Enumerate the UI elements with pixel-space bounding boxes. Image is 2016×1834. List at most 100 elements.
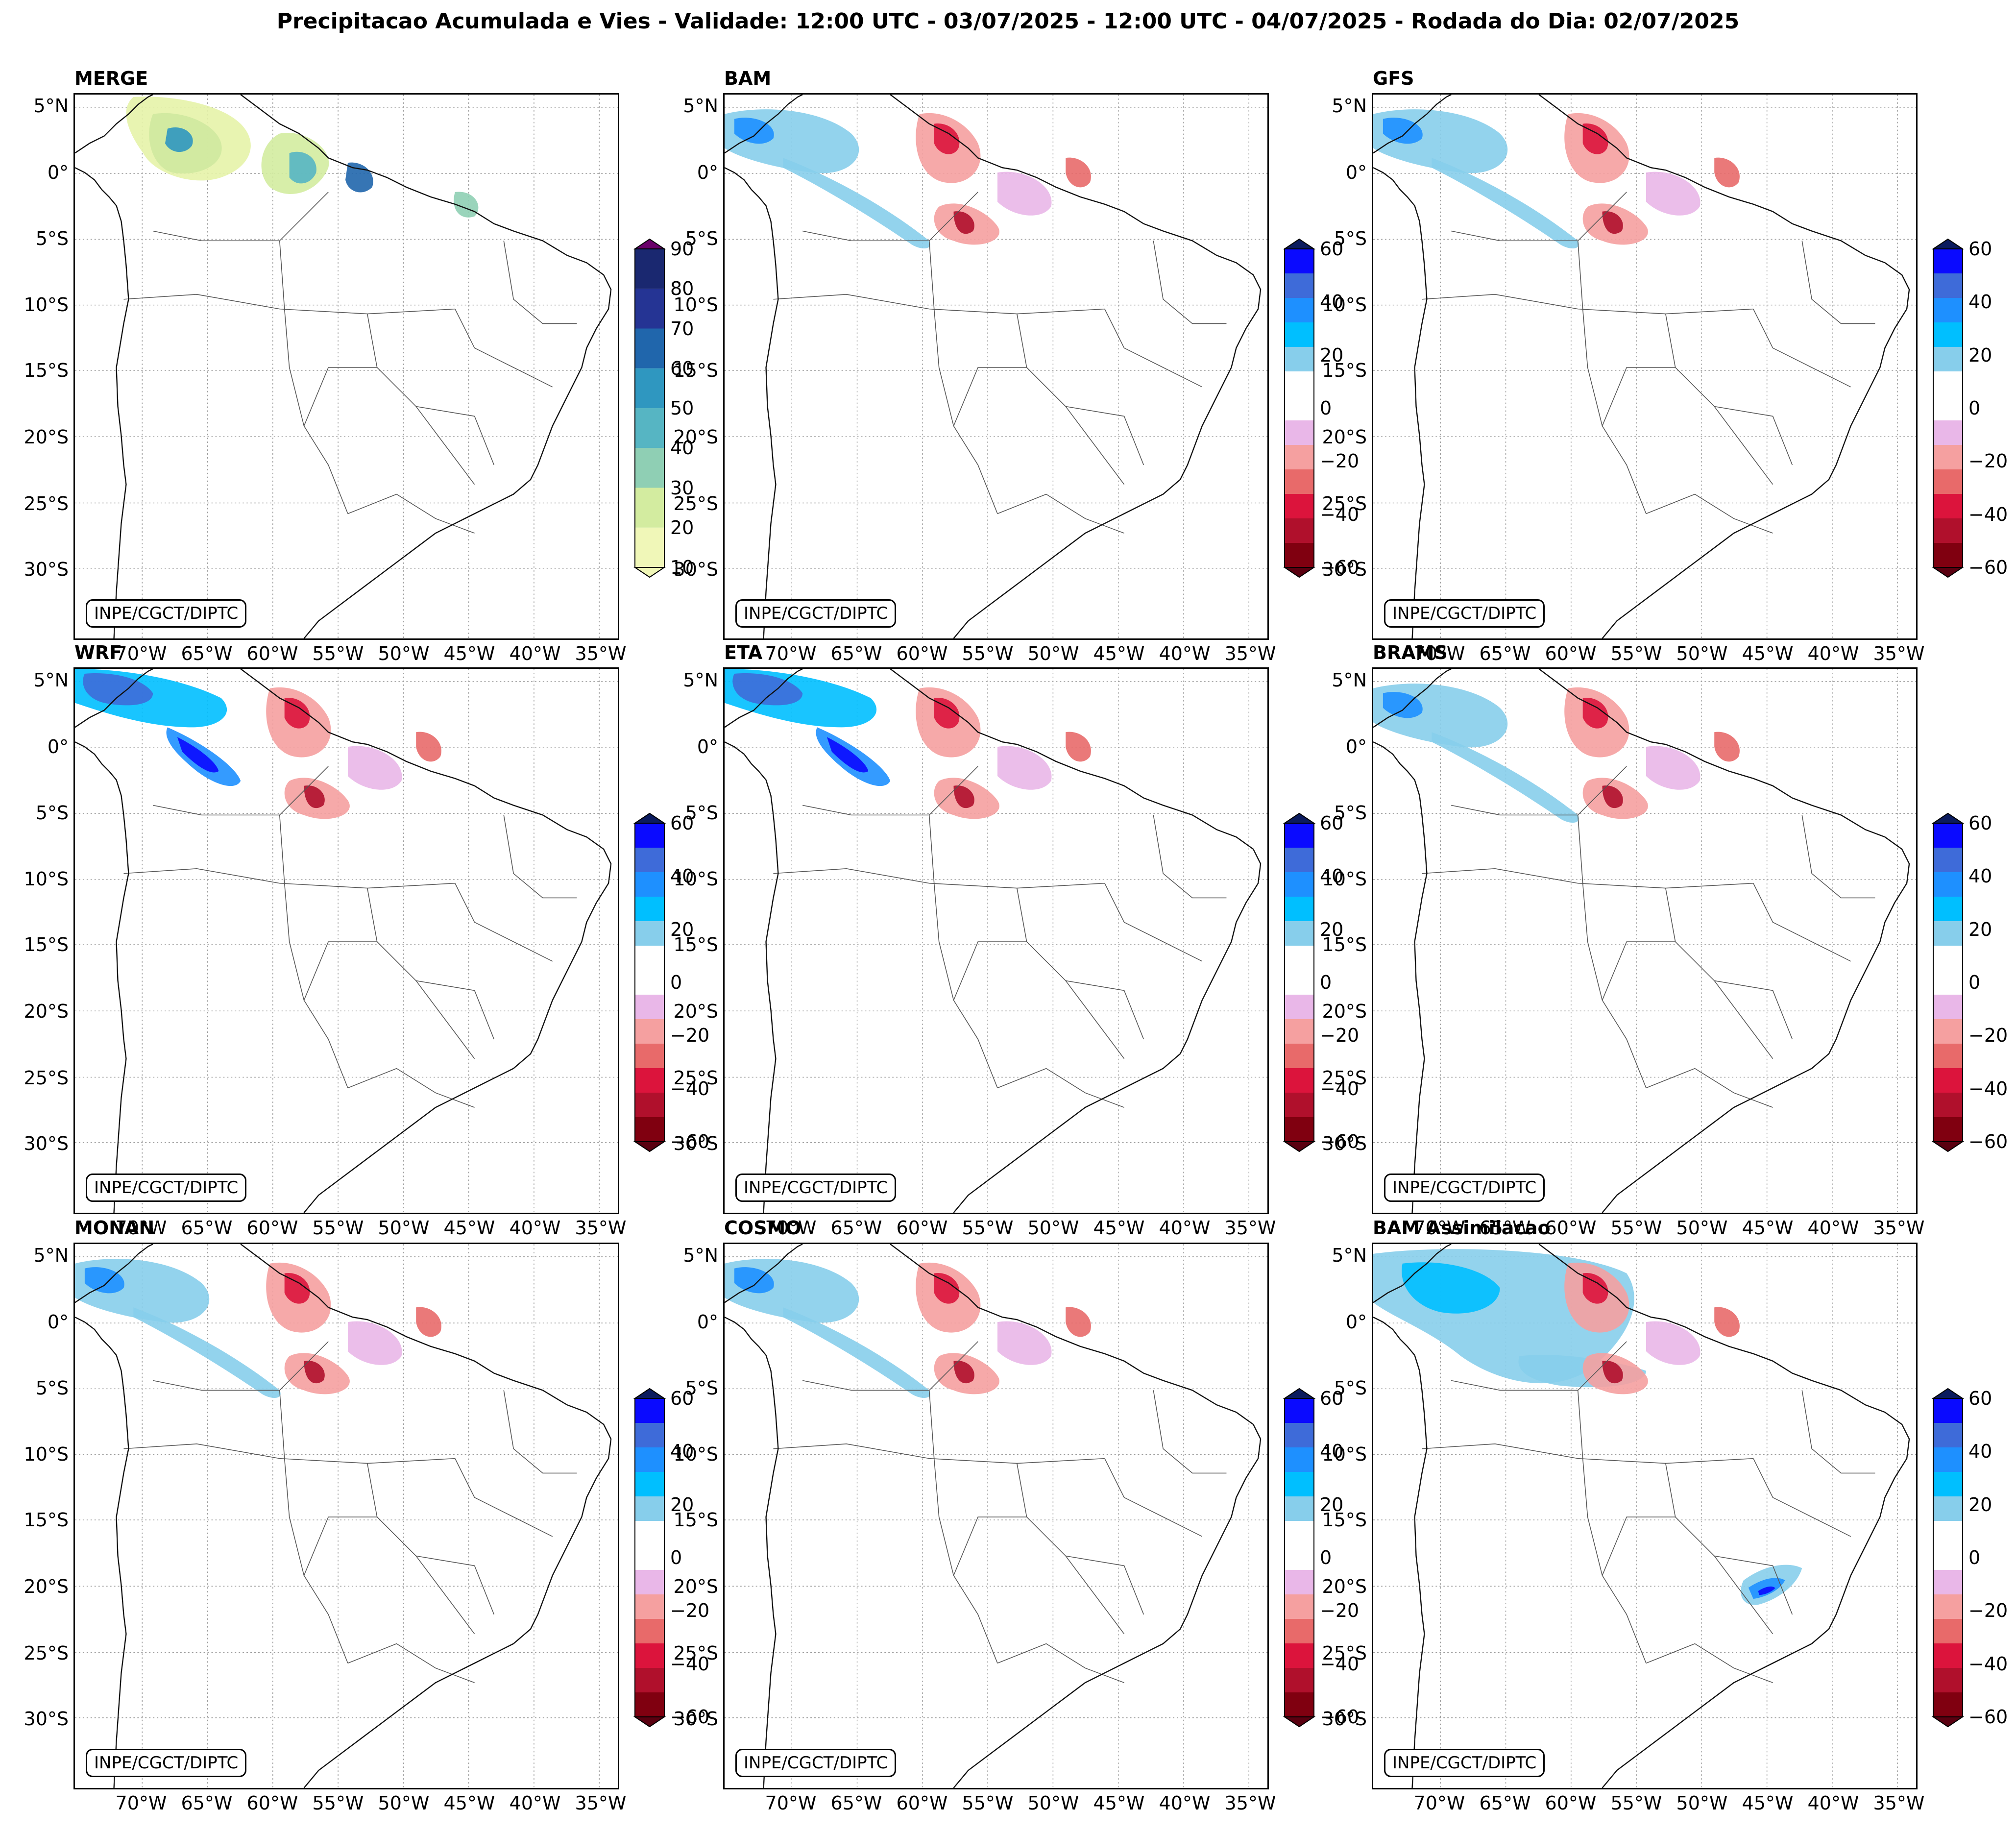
longitude-labels: 70°W 65°W 60°W 55°W 50°W 45°W 40°W 35°W [73, 1217, 627, 1247]
state-border [1577, 1390, 1647, 1663]
colorbar-graphic [1283, 812, 1316, 1152]
field-patch [1646, 1321, 1700, 1365]
colorbar-segment [1933, 494, 1963, 519]
colorbar-tick-label: 90 [670, 238, 694, 260]
panel-title: GFS [1373, 68, 1414, 89]
colorbar-segment [1285, 1692, 1314, 1717]
longitude-tick-label: 50°W [1027, 1792, 1079, 1814]
longitude-tick-label: 70°W [115, 643, 167, 664]
state-border [953, 941, 1027, 1001]
field-patch [347, 746, 402, 790]
colorbar-segment [1933, 1545, 1963, 1570]
longitude-tick-label: 60°W [246, 1217, 298, 1239]
longitude-tick-label: 50°W [1027, 1217, 1079, 1239]
longitude-tick-label: 60°W [1545, 1792, 1597, 1814]
state-border [1801, 241, 1875, 324]
colorbar-tick-label: −20 [1968, 450, 2008, 472]
longitude-tick-label: 40°W [1159, 1792, 1211, 1814]
colorbar-segment [635, 1117, 664, 1142]
latitude-tick-label: 0° [47, 1311, 69, 1333]
field-patch [783, 158, 930, 248]
latitude-tick-label: 15°S [1322, 360, 1367, 381]
colorbar-segment [1933, 249, 1963, 274]
colorbar-tick-label: 60 [1320, 1388, 1344, 1409]
colorbar-tick-label: 40 [670, 1441, 694, 1463]
state-border [415, 1556, 475, 1635]
colorbar-segment [1933, 1496, 1963, 1521]
colorbar-segment [1933, 347, 1963, 372]
latitude-tick-label: 10°S [24, 868, 69, 890]
colorbar-segment [1285, 371, 1314, 396]
map-area: INPE/CGCT/DIPTC [723, 1243, 1269, 1789]
colorbar-graphic [1931, 238, 1965, 578]
colorbar: 60 40 20 0 −20 −40 −60 [1283, 238, 1359, 578]
figure-title: Precipitacao Acumulada e Vies - Validade… [276, 9, 1740, 34]
longitude-tick-label: 65°W [181, 643, 233, 664]
colorbar-segment [635, 1521, 664, 1546]
colorbar-segment [1285, 322, 1314, 347]
colorbar-extend-min [1931, 1141, 1965, 1152]
colorbar-segment [1285, 1570, 1314, 1595]
colorbar-tick-label: 20 [1320, 344, 1344, 366]
latitude-tick-label: 5°S [685, 802, 718, 824]
colorbar: 60 40 20 0 −20 −40 −60 [1283, 1388, 1359, 1728]
colorbar-tick-label: 20 [1320, 1493, 1344, 1516]
state-border [928, 241, 998, 514]
longitude-labels: 70°W 65°W 60°W 55°W 50°W 45°W 40°W 35°W [1372, 1217, 1925, 1247]
colorbar-segment [635, 1570, 664, 1595]
colorbar-segment [1285, 848, 1314, 873]
colorbar-extend-min [1931, 1716, 1965, 1728]
colorbar-segment [1933, 1423, 1963, 1448]
colorbar: 60 40 20 0 −20 −40 −60 [1283, 812, 1359, 1152]
colorbar-segment [1285, 1643, 1314, 1668]
longitude-tick-label: 40°W [1807, 643, 1859, 664]
colorbar-tick-label: 10 [670, 557, 694, 578]
latitude-tick-label: 25°S [1322, 493, 1367, 514]
credit-label: INPE/CGCT/DIPTC [1384, 1749, 1545, 1777]
longitude-tick-label: 45°W [443, 643, 495, 664]
colorbar-tick-label: −40 [670, 1653, 710, 1675]
colorbar-tick-label: −20 [1968, 1600, 2008, 1622]
colorbar-segment [1285, 347, 1314, 372]
longitude-tick-label: 35°W [1224, 1217, 1276, 1239]
colorbar-segment [635, 1545, 664, 1570]
state-border [347, 1643, 475, 1683]
latitude-tick-label: 25°S [673, 1642, 718, 1664]
state-border [503, 815, 577, 899]
state-border [1153, 1390, 1227, 1474]
colorbar-tick-label: −20 [670, 1600, 710, 1622]
latitude-tick-label: 25°S [673, 1067, 718, 1089]
field-patch [934, 698, 960, 729]
colorbar-segment [1933, 970, 1963, 995]
state-border [802, 1341, 978, 1391]
field-patch [997, 1321, 1052, 1365]
colorbar-tick-label: 20 [1320, 918, 1344, 940]
colorbar-tick-label: 40 [670, 437, 694, 459]
longitude-tick-label: 65°W [181, 1217, 233, 1239]
state-border [1451, 1341, 1627, 1391]
field-patch [1646, 746, 1700, 790]
colorbar-tick-label: −20 [1320, 1025, 1360, 1047]
colorbar-tick-label: 60 [1320, 238, 1344, 260]
longitude-labels: 70°W 65°W 60°W 55°W 50°W 45°W 40°W 35°W [723, 643, 1276, 672]
colorbar-segment [1285, 1447, 1314, 1472]
longitude-labels: 70°W 65°W 60°W 55°W 50°W 45°W 40°W 35°W [723, 1792, 1276, 1822]
colorbar-tick-label: 60 [1968, 1388, 1992, 1409]
latitude-tick-label: 10°S [24, 294, 69, 316]
colorbar-segment [635, 946, 664, 971]
latitude-labels: 5°N 0° 5°S 10°S 15°S 20°S 25°S 30°S [5, 667, 69, 1214]
field-patch [826, 737, 869, 773]
colorbar-segment [1285, 396, 1314, 421]
colorbar-segment [1933, 921, 1963, 946]
latitude-tick-label: 20°S [673, 426, 718, 448]
latitude-tick-label: 5°S [35, 228, 69, 249]
state-border [1016, 888, 1144, 1040]
state-border [1577, 241, 1647, 514]
state-border [1665, 888, 1793, 1040]
latitude-labels: 5°N 0° 5°S 10°S 15°S 20°S 25°S 30°S [655, 93, 718, 640]
longitude-tick-label: 60°W [896, 1217, 948, 1239]
colorbar-tick-label: 40 [1320, 865, 1344, 887]
map-canvas [75, 669, 618, 1213]
state-border [1646, 1643, 1773, 1683]
latitude-tick-label: 15°S [24, 934, 69, 955]
